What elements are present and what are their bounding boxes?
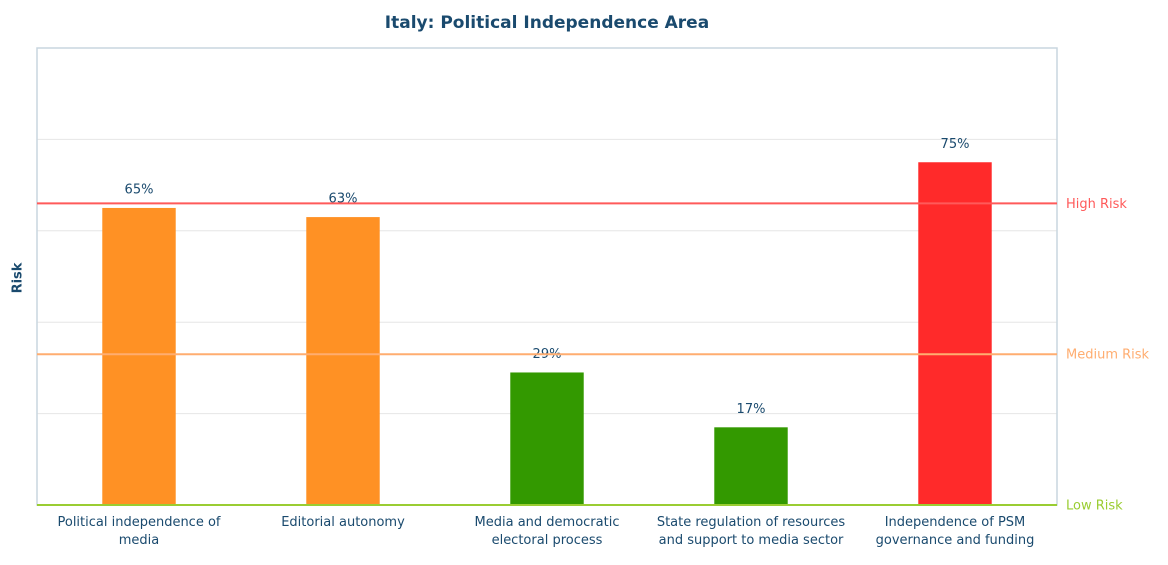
bar bbox=[918, 162, 992, 505]
value-label: 65% bbox=[125, 182, 154, 197]
x-tick-label: Independence of PSM governance and fundi… bbox=[875, 515, 1035, 548]
value-label: 75% bbox=[941, 137, 970, 152]
bar bbox=[102, 207, 176, 505]
chart-title: Italy: Political Independence Area bbox=[385, 13, 709, 33]
x-tick-label: State regulation of resources and suppor… bbox=[656, 515, 846, 548]
x-tick-label: Editorial autonomy bbox=[281, 515, 405, 530]
x-tick-label: Media and democratic electoral process bbox=[474, 515, 620, 548]
value-label: 17% bbox=[737, 402, 766, 417]
threshold-label: Low Risk bbox=[1066, 499, 1123, 514]
y-axis-label: Risk bbox=[11, 262, 26, 293]
bar bbox=[510, 372, 584, 505]
bar bbox=[714, 427, 788, 505]
x-tick-label: Political independence of media bbox=[57, 515, 221, 548]
bar bbox=[306, 217, 380, 505]
threshold-label: Medium Risk bbox=[1066, 348, 1150, 363]
threshold-label: High Risk bbox=[1066, 197, 1127, 212]
